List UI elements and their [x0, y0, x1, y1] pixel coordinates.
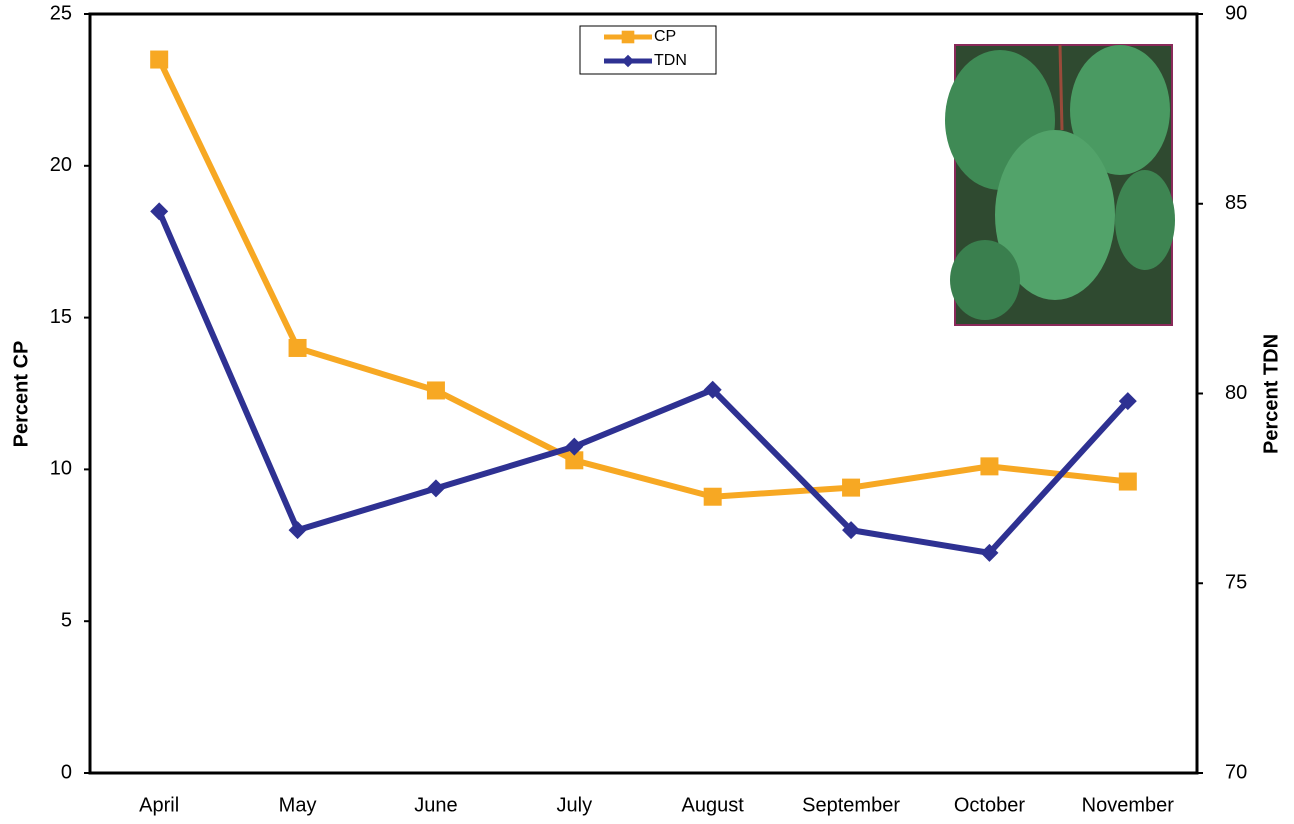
y-axis-title: Percent CP [10, 341, 32, 448]
series-line [156, 58, 1129, 500]
y2-tick-label: 80 [1225, 382, 1247, 404]
x-tick-label: November [1082, 794, 1175, 816]
legend-box [579, 25, 717, 75]
y2-tick-label: 75 [1225, 572, 1247, 594]
data-point [842, 478, 861, 497]
data-point [565, 437, 584, 456]
data-point [150, 202, 169, 221]
data-point [703, 487, 722, 506]
legend-marker [621, 30, 635, 44]
data-point [426, 381, 445, 400]
series-line [156, 210, 1131, 556]
leaf [1070, 45, 1170, 175]
x-tick-label: July [557, 794, 593, 816]
x-tick-label: August [682, 794, 745, 816]
y-tick-label: 20 [50, 154, 72, 176]
y-tick-label: 25 [50, 2, 72, 24]
y-tick-label: 5 [61, 609, 72, 631]
y-tick-label: 15 [50, 306, 72, 328]
data-point [426, 479, 445, 498]
stem [1058, 44, 1064, 131]
y2-tick-label: 70 [1225, 761, 1247, 783]
x-tick-label: April [139, 794, 179, 816]
y2-tick-label: 85 [1225, 192, 1247, 214]
data-point [288, 338, 307, 357]
x-tick-label: June [414, 794, 457, 816]
data-point [842, 521, 861, 540]
legend-label: CP [654, 28, 676, 45]
y2-tick-label: 90 [1225, 2, 1247, 24]
data-point [288, 521, 307, 540]
leaf [950, 240, 1020, 320]
leaf [995, 130, 1115, 300]
x-tick-label: October [954, 794, 1025, 816]
photo-inset [945, 44, 1175, 326]
legend-label: TDN [654, 52, 687, 69]
data-point [980, 457, 999, 476]
data-point [565, 451, 584, 470]
data-point [980, 543, 999, 562]
x-tick-label: May [279, 794, 317, 816]
x-tick-label: September [802, 794, 900, 816]
y-tick-label: 10 [50, 458, 72, 480]
data-point [1118, 472, 1137, 491]
data-point [150, 50, 169, 69]
y2-axis-title: Percent TDN [1260, 334, 1282, 454]
leaf [1115, 170, 1175, 270]
data-point [1118, 392, 1137, 411]
data-point [703, 380, 722, 399]
y-tick-label: 0 [61, 761, 72, 783]
